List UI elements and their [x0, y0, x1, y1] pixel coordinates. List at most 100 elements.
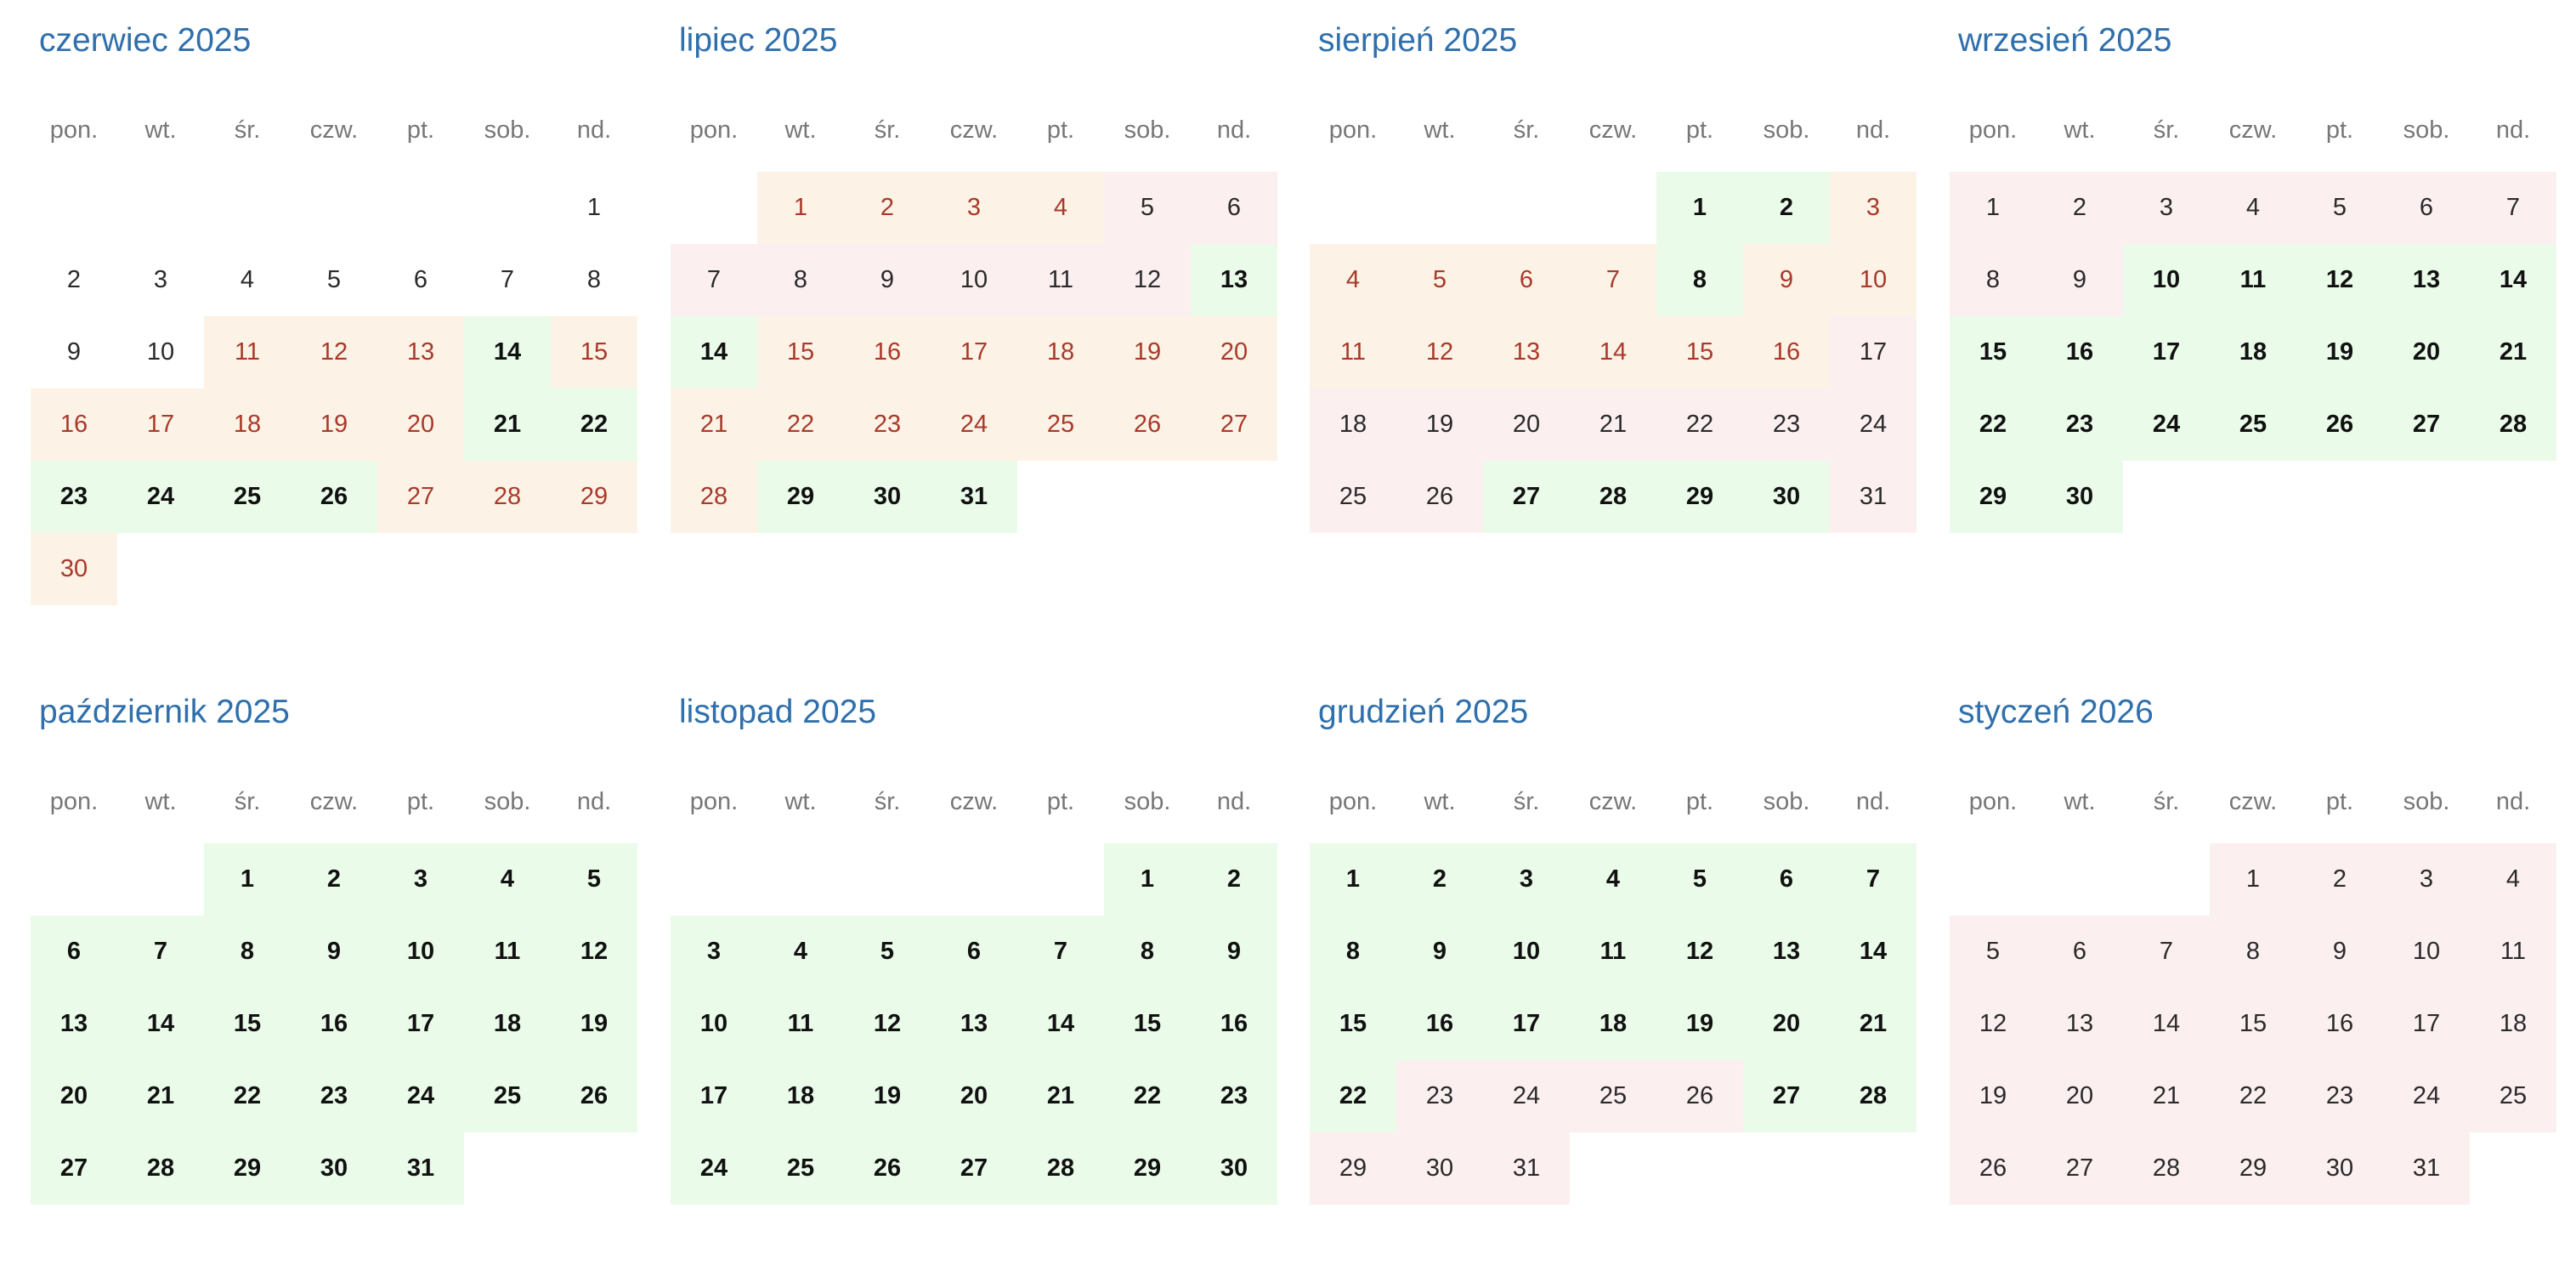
- day-cell[interactable]: 25: [757, 1132, 844, 1205]
- day-cell[interactable]: 2: [1743, 172, 1830, 244]
- day-cell[interactable]: 27: [2036, 1132, 2123, 1205]
- day-cell[interactable]: 15: [204, 988, 291, 1060]
- day-cell[interactable]: 22: [757, 389, 844, 461]
- day-cell[interactable]: 5: [1656, 843, 1743, 916]
- day-cell[interactable]: 12: [1396, 316, 1483, 389]
- day-cell[interactable]: 31: [931, 461, 1017, 533]
- day-cell[interactable]: 15: [757, 316, 844, 389]
- day-cell[interactable]: 9: [844, 244, 931, 316]
- day-cell[interactable]: 19: [1950, 1060, 2036, 1132]
- day-cell[interactable]: 2: [66, 266, 82, 293]
- day-cell[interactable]: 29: [551, 461, 637, 533]
- day-cell[interactable]: 28: [1830, 1060, 1916, 1132]
- day-cell[interactable]: 31: [1483, 1132, 1570, 1205]
- day-cell[interactable]: 28: [2123, 1132, 2210, 1205]
- day-cell[interactable]: 10: [671, 988, 757, 1060]
- day-cell[interactable]: 7: [671, 244, 757, 316]
- day-cell[interactable]: 20: [2383, 316, 2470, 389]
- day-cell[interactable]: 24: [2383, 1060, 2470, 1132]
- day-cell[interactable]: 8: [204, 916, 291, 988]
- day-cell[interactable]: 10: [146, 338, 175, 366]
- day-cell[interactable]: 11: [2210, 244, 2296, 316]
- day-cell[interactable]: 18: [2210, 316, 2296, 389]
- day-cell[interactable]: 6: [413, 266, 428, 293]
- day-cell[interactable]: 21: [671, 389, 757, 461]
- day-cell[interactable]: 25: [2210, 389, 2296, 461]
- day-cell[interactable]: 21: [2470, 316, 2556, 389]
- day-cell[interactable]: 10: [2123, 244, 2210, 316]
- day-cell[interactable]: 26: [1104, 389, 1191, 461]
- day-cell[interactable]: 9: [2296, 916, 2383, 988]
- day-cell[interactable]: 13: [1743, 916, 1830, 988]
- day-cell[interactable]: 29: [1310, 1132, 1396, 1205]
- day-cell[interactable]: 28: [464, 461, 551, 533]
- day-cell[interactable]: 8: [1656, 244, 1743, 316]
- day-cell[interactable]: 1: [1950, 172, 2036, 244]
- day-cell[interactable]: 23: [291, 1060, 377, 1132]
- day-cell[interactable]: 18: [204, 389, 291, 461]
- day-cell[interactable]: 14: [1017, 988, 1104, 1060]
- day-cell[interactable]: 1: [757, 172, 844, 244]
- day-cell[interactable]: 29: [1950, 461, 2036, 533]
- day-cell[interactable]: 12: [1656, 916, 1743, 988]
- day-cell[interactable]: 9: [1191, 916, 1277, 988]
- day-cell[interactable]: 5: [2296, 172, 2383, 244]
- day-cell[interactable]: 10: [1830, 244, 1916, 316]
- day-cell[interactable]: 18: [464, 988, 551, 1060]
- day-cell[interactable]: 11: [1570, 916, 1656, 988]
- day-cell[interactable]: 23: [1743, 389, 1830, 461]
- day-cell[interactable]: 13: [931, 988, 1017, 1060]
- day-cell[interactable]: 24: [931, 389, 1017, 461]
- day-cell[interactable]: 18: [1570, 988, 1656, 1060]
- day-cell[interactable]: 22: [551, 389, 637, 461]
- day-cell[interactable]: 28: [1017, 1132, 1104, 1205]
- day-cell[interactable]: 21: [1830, 988, 1916, 1060]
- day-cell[interactable]: 20: [1483, 389, 1570, 461]
- day-cell[interactable]: 29: [757, 461, 844, 533]
- day-cell[interactable]: 12: [844, 988, 931, 1060]
- day-cell[interactable]: 3: [1830, 172, 1916, 244]
- day-cell[interactable]: 25: [464, 1060, 551, 1132]
- day-cell[interactable]: 5: [1396, 244, 1483, 316]
- day-cell[interactable]: 26: [291, 461, 377, 533]
- day-cell[interactable]: 30: [2296, 1132, 2383, 1205]
- day-cell[interactable]: 27: [1483, 461, 1570, 533]
- day-cell[interactable]: 11: [204, 316, 291, 389]
- day-cell[interactable]: 6: [2036, 916, 2123, 988]
- day-cell[interactable]: 11: [2470, 916, 2556, 988]
- day-cell[interactable]: 1: [2210, 843, 2296, 916]
- day-cell[interactable]: 23: [1396, 1060, 1483, 1132]
- day-cell[interactable]: 17: [2383, 988, 2470, 1060]
- day-cell[interactable]: 13: [1191, 244, 1277, 316]
- day-cell[interactable]: 14: [671, 316, 757, 389]
- day-cell[interactable]: 29: [2210, 1132, 2296, 1205]
- day-cell[interactable]: 10: [2383, 916, 2470, 988]
- day-cell[interactable]: 28: [2470, 389, 2556, 461]
- day-cell[interactable]: 26: [2296, 389, 2383, 461]
- day-cell[interactable]: 11: [1310, 316, 1396, 389]
- day-cell[interactable]: 14: [117, 988, 204, 1060]
- day-cell[interactable]: 10: [1483, 916, 1570, 988]
- day-cell[interactable]: 10: [377, 916, 464, 988]
- day-cell[interactable]: 15: [1950, 316, 2036, 389]
- day-cell[interactable]: 19: [844, 1060, 931, 1132]
- day-cell[interactable]: 11: [757, 988, 844, 1060]
- day-cell[interactable]: 1: [204, 843, 291, 916]
- day-cell[interactable]: 9: [66, 338, 82, 366]
- day-cell[interactable]: 3: [2383, 843, 2470, 916]
- day-cell[interactable]: 13: [1483, 316, 1570, 389]
- day-cell[interactable]: 18: [1310, 389, 1396, 461]
- day-cell[interactable]: 17: [117, 389, 204, 461]
- day-cell[interactable]: 11: [464, 916, 551, 988]
- day-cell[interactable]: 30: [2036, 461, 2123, 533]
- day-cell[interactable]: 4: [1570, 843, 1656, 916]
- day-cell[interactable]: 16: [31, 389, 117, 461]
- day-cell[interactable]: 13: [2036, 988, 2123, 1060]
- day-cell[interactable]: 5: [844, 916, 931, 988]
- day-cell[interactable]: 8: [757, 244, 844, 316]
- day-cell[interactable]: 2: [291, 843, 377, 916]
- day-cell[interactable]: 4: [2470, 843, 2556, 916]
- day-cell[interactable]: 24: [1830, 389, 1916, 461]
- day-cell[interactable]: 23: [1191, 1060, 1277, 1132]
- day-cell[interactable]: 15: [551, 316, 637, 389]
